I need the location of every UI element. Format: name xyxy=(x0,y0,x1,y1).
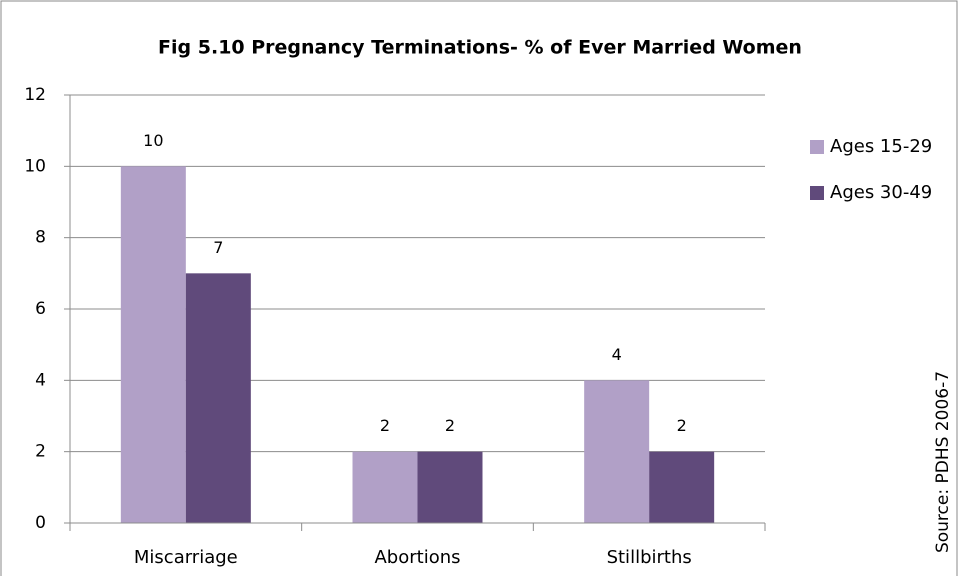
y-tick-label: 10 xyxy=(24,156,46,176)
source-note: Source: PDHS 2006-7 xyxy=(933,371,953,553)
data-label: 2 xyxy=(445,416,455,435)
y-tick-label: 6 xyxy=(35,299,46,319)
data-label: 2 xyxy=(677,416,687,435)
y-tick-label: 4 xyxy=(35,370,46,390)
legend-label: Ages 30-49 xyxy=(830,182,932,203)
y-tick-label: 0 xyxy=(35,513,46,533)
data-label: 4 xyxy=(612,345,622,364)
legend-swatch xyxy=(810,186,824,200)
y-tick-label: 8 xyxy=(35,228,46,248)
bar xyxy=(120,166,186,524)
chart-title: Fig 5.10 Pregnancy Terminations- % of Ev… xyxy=(158,37,802,59)
bar xyxy=(649,451,715,523)
x-tick-label: Stillbirths xyxy=(607,547,692,568)
data-label: 10 xyxy=(143,131,163,150)
bar xyxy=(417,451,483,523)
y-tick-label: 2 xyxy=(35,442,46,462)
bar xyxy=(352,451,418,523)
x-tick-label: Miscarriage xyxy=(134,547,238,568)
bar xyxy=(185,273,251,523)
data-label: 2 xyxy=(380,416,390,435)
legend-label: Ages 15-29 xyxy=(830,136,932,157)
y-tick-label: 12 xyxy=(24,85,46,105)
legend-swatch xyxy=(810,140,824,154)
data-label: 7 xyxy=(213,238,223,257)
bar xyxy=(584,380,650,523)
x-tick-label: Abortions xyxy=(374,547,460,568)
